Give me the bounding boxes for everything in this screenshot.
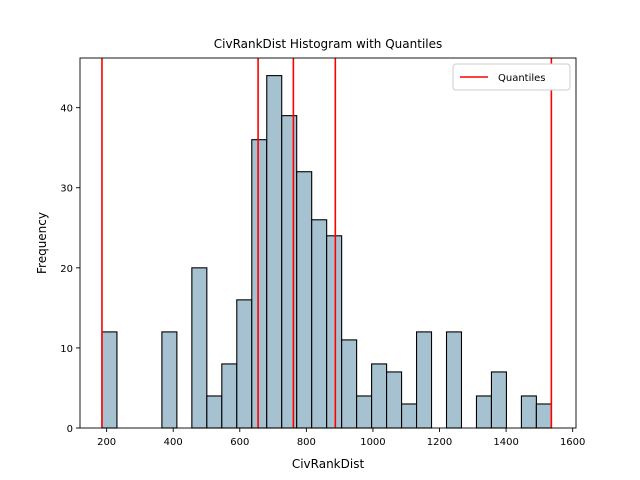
x-axis-label: CivRankDist — [292, 457, 365, 471]
histogram-bar — [415, 331, 433, 429]
histogram-bar — [101, 331, 118, 429]
histogram-bar — [520, 395, 537, 429]
y-axis-ticks: 0 10 20 30 40 — [60, 104, 80, 435]
legend-label: Quantiles — [498, 73, 546, 84]
y-tick-label: 0 — [67, 424, 73, 435]
histogram-bar — [326, 235, 343, 429]
histogram-bar — [251, 139, 268, 429]
x-tick-label: 400 — [164, 437, 183, 448]
histogram-bar — [266, 75, 283, 429]
x-tick-label: 200 — [97, 437, 116, 448]
x-tick-label: 1600 — [560, 437, 585, 448]
histogram-bar — [296, 171, 313, 429]
y-tick-label: 10 — [60, 344, 73, 355]
plot-frame — [79, 57, 577, 429]
histogram-bar — [311, 219, 328, 429]
histogram-bar — [191, 267, 208, 429]
x-tick-label: 1400 — [493, 437, 518, 448]
legend-box — [452, 63, 571, 91]
histogram-bar — [386, 371, 403, 429]
histogram-bar — [221, 363, 238, 429]
x-tick-label: 1000 — [360, 437, 385, 448]
y-tick-label: 30 — [60, 184, 73, 195]
histogram-bar — [401, 403, 418, 429]
x-tick-label: 600 — [230, 437, 249, 448]
x-tick-label: 800 — [297, 437, 316, 448]
x-axis-ticks: 200 400 600 800 1000 1200 1400 1600 — [97, 428, 585, 448]
y-tick-label: 40 — [60, 104, 73, 115]
y-tick-label: 20 — [60, 264, 73, 275]
histogram-bar — [161, 331, 178, 429]
histogram-bar — [475, 395, 492, 429]
histogram-bar — [356, 395, 373, 429]
histogram-bar — [371, 363, 388, 429]
x-tick-label: 1200 — [427, 437, 452, 448]
histogram-bar — [445, 331, 463, 429]
quantile-lines — [101, 58, 553, 428]
y-axis-label: Frequency — [35, 212, 49, 274]
legend: Quantiles — [452, 63, 571, 91]
histogram-bar — [281, 115, 298, 429]
chart-title: CivRankDist Histogram with Quantiles — [214, 37, 443, 51]
histogram-bar — [236, 299, 253, 429]
histogram-bar — [206, 395, 223, 429]
histogram-bar — [535, 403, 552, 429]
histogram-bar — [341, 339, 358, 429]
histogram-bar — [490, 371, 507, 429]
